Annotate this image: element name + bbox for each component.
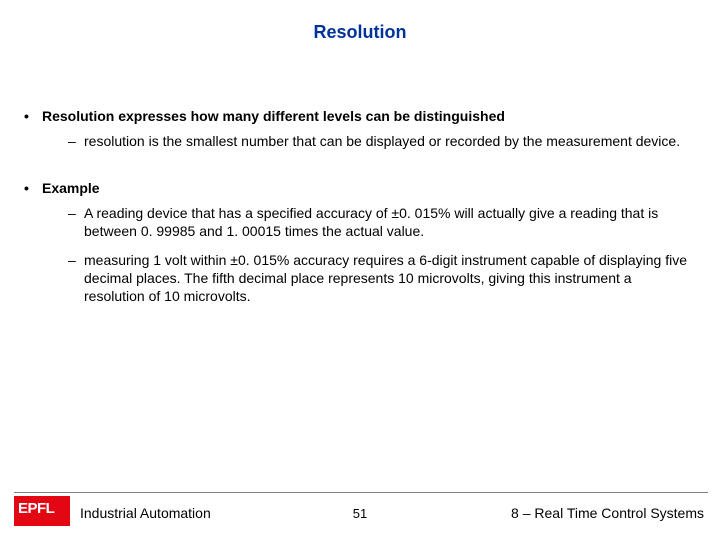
sub-list: resolution is the smallest number that c…	[42, 132, 692, 150]
footer: EPFL Industrial Automation 51 8 – Real T…	[0, 492, 720, 526]
sub-list: A reading device that has a specified ac…	[42, 204, 692, 305]
bullet-list-2: Example A reading device that has a spec…	[20, 180, 692, 305]
bullet-l1-text: Example	[42, 180, 100, 196]
slide-body: Resolution expresses how many different …	[20, 108, 692, 335]
bullet-l2-text: A reading device that has a specified ac…	[84, 205, 658, 239]
list-item: Example A reading device that has a spec…	[20, 180, 692, 305]
bullet-list-1: Resolution expresses how many different …	[20, 108, 692, 150]
footer-rule	[14, 492, 708, 493]
bullet-l2-text: resolution is the smallest number that c…	[84, 133, 680, 149]
slide-title: Resolution	[0, 22, 720, 43]
slide: Resolution Resolution expresses how many…	[0, 0, 720, 540]
list-item: resolution is the smallest number that c…	[42, 132, 692, 150]
list-item: Resolution expresses how many different …	[20, 108, 692, 150]
bullet-l1-text: Resolution expresses how many different …	[42, 108, 505, 124]
list-item: A reading device that has a specified ac…	[42, 204, 692, 240]
bullet-l2-text: measuring 1 volt within ±0. 015% accurac…	[84, 252, 687, 304]
list-item: measuring 1 volt within ±0. 015% accurac…	[42, 251, 692, 306]
footer-right-text: 8 – Real Time Control Systems	[511, 505, 704, 521]
